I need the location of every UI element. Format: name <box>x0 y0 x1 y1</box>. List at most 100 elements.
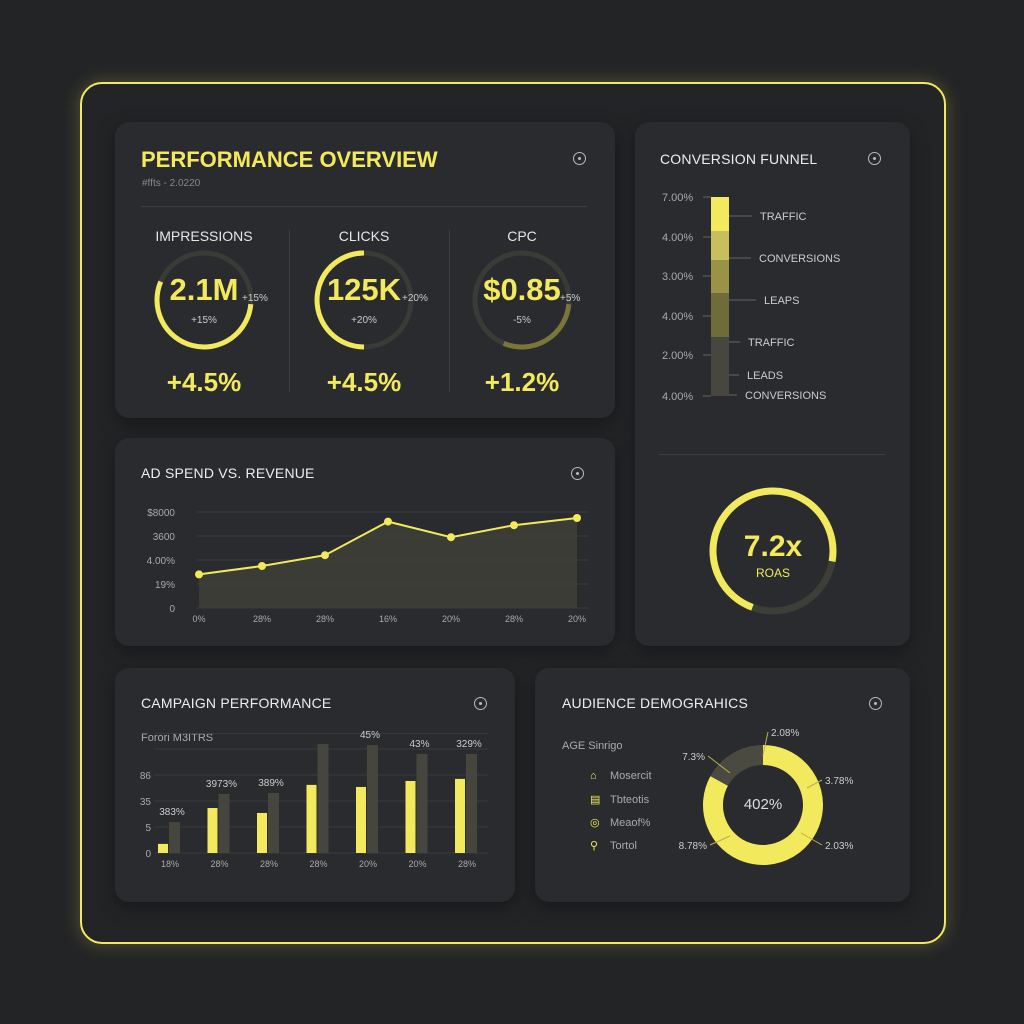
divider <box>659 454 885 455</box>
y-tick-label: 0 <box>145 849 151 860</box>
bar-series-1 <box>455 778 465 853</box>
pin-icon: ⚲ <box>590 840 599 852</box>
leader-line <box>762 731 769 756</box>
funnel-segment <box>711 260 729 293</box>
more-options-icon[interactable] <box>474 697 487 710</box>
bar-series-2 <box>169 822 180 853</box>
legend-item: ◎ Meaof% <box>590 816 650 829</box>
roas-fill <box>709 487 837 611</box>
dashboard-frame <box>80 82 946 944</box>
x-tick-label: 16% <box>379 614 397 624</box>
more-options-icon[interactable] <box>869 697 882 710</box>
x-tick-label: 20% <box>568 614 586 624</box>
bar-series-1 <box>306 784 317 853</box>
bar-data-label: 329% <box>456 739 482 750</box>
data-point <box>384 517 392 526</box>
card-title: CONVERSION FUNNEL <box>660 151 818 167</box>
more-options-icon[interactable] <box>573 152 586 165</box>
age-subtitle: AGE Sinrigo <box>562 740 623 752</box>
bar-series-1 <box>356 786 366 853</box>
donut-segment <box>703 745 823 865</box>
ad-spend-card: AD SPEND VS. REVENUE 0 19% 4.00% 3600 $8000 0… <box>115 438 615 646</box>
donut-center-value: 402% <box>743 796 783 813</box>
metric-inner-change: -5% <box>513 315 531 326</box>
metric-value: 2.1M <box>169 272 239 307</box>
funnel-axis-label: 4.00% <box>662 232 693 244</box>
x-tick-label: 0% <box>192 614 205 624</box>
divider <box>289 230 290 392</box>
calendar-icon: ▤ <box>590 794 601 806</box>
performance-overview-card: PERFORMANCE OVERVIEW #ffts - 2.0220 IMPR… <box>115 122 615 418</box>
bar-series-2 <box>218 793 230 853</box>
y-tick-label: 35 <box>140 797 152 808</box>
data-point <box>258 562 266 570</box>
funnel-stage-label: TRAFFIC <box>760 211 806 223</box>
bar-series-2 <box>466 753 477 853</box>
gauge-fill <box>154 280 254 350</box>
donut-label: 2.03% <box>825 841 853 852</box>
more-options-icon[interactable] <box>571 467 584 480</box>
metric-label: CLICKS <box>338 228 390 244</box>
donut-label: 2.08% <box>771 728 799 739</box>
funnel-stage-label: LEADS <box>747 370 783 382</box>
donut-label: 7.3% <box>682 752 705 763</box>
y-tick-label: 3600 <box>153 532 176 543</box>
legend-label: Tortol <box>610 840 637 852</box>
gauge-fill <box>502 303 572 350</box>
legend-item: ⚲ Tortol <box>590 839 637 852</box>
campaign-bar-chart: 0 5 35 86 383% 18% 3973% 28% 389% 28% 28% 45% 20% 43%… <box>140 730 488 869</box>
funnel-segment <box>711 197 729 231</box>
leader-line <box>707 755 731 774</box>
metric-side-change: +20% <box>402 293 428 304</box>
bar-series-2 <box>367 745 378 853</box>
funnel-axis-label: 4.00% <box>662 311 693 323</box>
funnel-stage-label: LEAPS <box>764 295 799 307</box>
leader-line <box>800 832 823 846</box>
x-tick-label: 28% <box>316 614 334 624</box>
metric-value: 125K <box>326 272 402 307</box>
metric-inner-change: +15% <box>191 315 217 326</box>
funnel-chart: 7.00% 4.00% 3.00% 4.00% 2.00% 4.00% TRAFFIC CON… <box>662 192 840 403</box>
x-tick-label: 20% <box>442 614 460 624</box>
x-tick-label: 28% <box>458 859 476 869</box>
x-tick-label: 28% <box>505 614 523 624</box>
bar-data-label: 43% <box>409 739 429 750</box>
legend-label: Meaof% <box>610 817 651 829</box>
funnel-stage-label: CONVERSIONS <box>759 253 840 265</box>
bar-series-1 <box>158 843 168 853</box>
bar-data-label: 383% <box>159 807 185 818</box>
gauge-fill <box>317 250 365 285</box>
roas-gauge <box>709 487 837 615</box>
bar-series-1 <box>207 808 218 853</box>
bar-series-2 <box>268 792 279 853</box>
bar-series-1 <box>257 812 267 853</box>
area-fill <box>199 518 577 608</box>
y-tick-label: 4.00% <box>147 556 175 567</box>
legend-label: Tbteotis <box>610 794 650 806</box>
ad-spend-line-chart: 0 19% 4.00% 3600 $8000 0% 28% 28% 16% 20% 28% 20% <box>147 508 589 624</box>
chart-legend: Forori M3ITRS <box>141 732 214 744</box>
conversion-funnel-card: CONVERSION FUNNEL 7.00% 4.00% 3.00% 4.00% 2.… <box>635 122 910 646</box>
data-point <box>447 533 455 542</box>
y-tick-label: $8000 <box>147 508 175 519</box>
divider <box>141 206 587 207</box>
bar-data-label: 389% <box>258 778 284 789</box>
bar-series-1 <box>405 780 416 853</box>
metric-bottom-change: +4.5% <box>166 367 242 397</box>
card-title: AD SPEND VS. REVENUE <box>141 465 315 481</box>
metric-inner-change: +20% <box>351 315 377 326</box>
divider <box>449 230 450 392</box>
metric-side-change: +5% <box>560 293 581 304</box>
funnel-axis-label: 7.00% <box>662 192 693 204</box>
funnel-axis-label: 3.00% <box>662 271 693 283</box>
metric-label: CPC <box>507 228 537 244</box>
more-options-icon[interactable] <box>868 152 881 165</box>
x-tick-label: 28% <box>260 859 278 869</box>
subtitle: #ffts - 2.0220 <box>142 178 201 189</box>
roas-value: 7.2x <box>743 530 803 563</box>
donut-segment <box>710 745 764 787</box>
metric-bottom-change: +4.5% <box>326 367 402 397</box>
metric-gauge <box>154 250 254 350</box>
donut-label: 3.78% <box>825 776 853 787</box>
legend-item: ▤ Tbteotis <box>590 793 649 806</box>
